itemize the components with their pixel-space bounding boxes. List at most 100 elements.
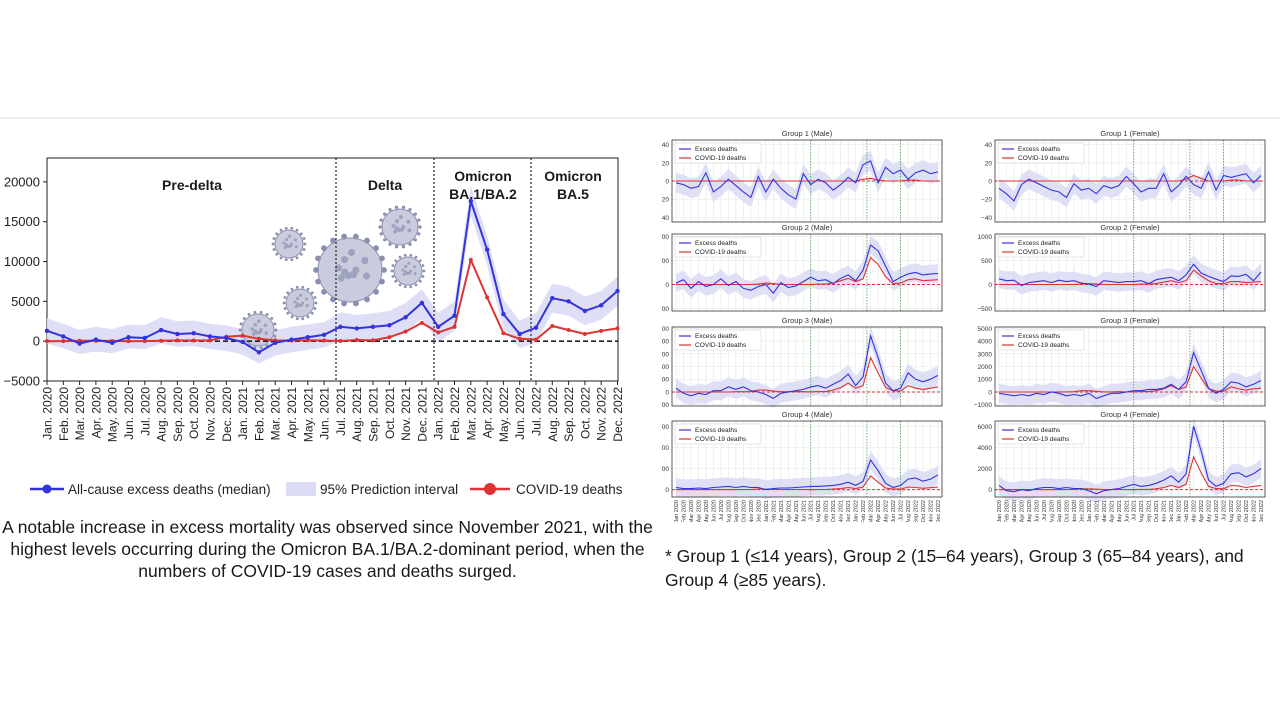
x-tick-label: Apr 2021 bbox=[786, 500, 792, 522]
x-tick-label: Jun 2022 bbox=[1214, 500, 1220, 522]
virus-icon bbox=[390, 253, 426, 289]
x-tick-label: Apr 2021 bbox=[1109, 500, 1115, 522]
covid-deaths-point bbox=[517, 336, 522, 341]
x-tick-label: Aug. 2021 bbox=[350, 387, 364, 442]
period-label: BA.5 bbox=[557, 186, 589, 202]
subplot-legend: Excess deaths COVID-19 deaths bbox=[997, 329, 1085, 351]
x-tick-label: Sep 2021 bbox=[1147, 500, 1153, 522]
x-tick-label: Jun 2020 bbox=[711, 500, 717, 522]
x-tick-label: Nov 2021 bbox=[1162, 500, 1168, 522]
excess-deaths-point bbox=[501, 311, 506, 317]
covid-deaths-point bbox=[126, 339, 131, 344]
x-tick-label: Oct. 2020 bbox=[187, 387, 201, 439]
y-tick-label: 1000 bbox=[978, 377, 993, 384]
x-tick-label: Jul 2021 bbox=[1132, 500, 1138, 521]
x-tick-label: Oct. 2022 bbox=[578, 387, 592, 439]
covid-deaths-point bbox=[599, 328, 604, 333]
age-group-chart: Group 3 (Female) −1000 0 1000 2000 3000 4000 50… bbox=[974, 316, 1266, 409]
x-tick-label: Mar 2022 bbox=[869, 500, 875, 522]
excess-deaths-point bbox=[582, 308, 588, 314]
y-tick-label: 2000 bbox=[978, 364, 993, 371]
age-group-chart: Group 3 (Male) −1000 0 1000 2000 3000 4000 5000… bbox=[662, 316, 943, 409]
subplot-frame bbox=[994, 233, 1266, 312]
excess-deaths-point bbox=[452, 313, 457, 318]
subplot-band bbox=[999, 417, 1261, 503]
covid-deaths-line bbox=[676, 177, 938, 182]
y-tick-label: 40 bbox=[985, 142, 993, 149]
x-tick-label: Sep 2020 bbox=[734, 500, 740, 522]
y-tick-label: 6000 bbox=[978, 424, 993, 431]
excess-deaths-point bbox=[175, 331, 180, 337]
covid-deaths-line bbox=[999, 455, 1262, 491]
y-tick-label: 0 bbox=[988, 282, 992, 289]
x-tick-label: May 2021 bbox=[1117, 500, 1123, 522]
virus-icon bbox=[313, 233, 387, 307]
covid-deaths-point bbox=[208, 338, 212, 343]
period-label: BA.1/BA.2 bbox=[449, 186, 517, 202]
subplot-band bbox=[999, 343, 1261, 408]
covid-deaths-point bbox=[550, 324, 555, 329]
y-tick-label: 15000 bbox=[4, 214, 40, 229]
x-tick-label: Mar. 2022 bbox=[464, 387, 478, 441]
legend-interval-label: 95% Prediction interval bbox=[320, 482, 458, 497]
subplot-frame bbox=[994, 326, 1266, 407]
legend-excess-label: All-cause excess deaths (median) bbox=[68, 482, 271, 497]
x-tick-label: Aug 2021 bbox=[816, 500, 822, 522]
x-tick-label: Jan 2020 bbox=[997, 500, 1003, 522]
excess-deaths-point bbox=[354, 326, 359, 331]
covid-deaths-point bbox=[159, 338, 164, 343]
covid-deaths-point bbox=[305, 338, 310, 343]
excess-deaths-point bbox=[468, 198, 473, 204]
legend-excess-label: Excess deaths bbox=[695, 240, 738, 247]
x-tick-label: Apr. 2022 bbox=[481, 387, 495, 439]
x-tick-label: Jan. 2022 bbox=[432, 387, 446, 440]
y-tick-label: −1000 bbox=[662, 402, 669, 409]
x-tick-label: Feb 2022 bbox=[861, 500, 867, 522]
x-tick-label: Oct 2021 bbox=[831, 500, 837, 522]
excess-deaths-point bbox=[44, 328, 50, 334]
x-tick-label: Nov 2020 bbox=[749, 500, 755, 522]
covid-deaths-line bbox=[46, 256, 618, 343]
x-tick-label: Jul 2022 bbox=[1222, 500, 1228, 521]
excess-deaths-point bbox=[484, 247, 490, 252]
y-tick-label: 0 bbox=[665, 389, 669, 396]
period-label: Omicron bbox=[544, 168, 602, 184]
virus-icon bbox=[271, 226, 307, 262]
x-tick-label: May. 2021 bbox=[301, 387, 315, 442]
age-group-footnote: * Group 1 (≤14 years), Group 2 (15–64 ye… bbox=[665, 546, 1244, 590]
period-label: Pre-delta bbox=[162, 177, 222, 193]
covid-deaths-point bbox=[485, 295, 490, 300]
x-tick-label: Feb 2021 bbox=[1094, 500, 1100, 522]
y-tick-label: 1000 bbox=[978, 234, 993, 241]
x-tick-label: Dec 2021 bbox=[846, 500, 852, 522]
age-group-chart: Group 4 (Female) 0 2000 4000 6000 Excess deat… bbox=[978, 410, 1266, 522]
excess-deaths-point bbox=[615, 288, 620, 294]
x-tick-label: May 2020 bbox=[1027, 500, 1033, 522]
subplot-legend: Excess deaths COVID-19 deaths bbox=[674, 329, 762, 351]
covid-deaths-point bbox=[191, 338, 196, 343]
legend-interval-swatch bbox=[286, 482, 316, 496]
covid-deaths-line bbox=[999, 174, 1261, 182]
excess-deaths-point bbox=[436, 324, 441, 330]
x-tick-label: Jun 2021 bbox=[801, 500, 807, 522]
y-tick-label: −40 bbox=[981, 215, 992, 222]
x-tick-label: Nov. 2022 bbox=[595, 387, 609, 441]
subplot-legend: Excess deaths COVID-19 deaths bbox=[674, 142, 762, 164]
x-tick-label: Aug 2022 bbox=[906, 500, 912, 522]
x-tick-label: Aug. 2020 bbox=[155, 387, 169, 442]
x-tick-label: Oct 2022 bbox=[1244, 500, 1250, 522]
y-tick-label: −40 bbox=[662, 215, 669, 222]
covid-deaths-point bbox=[582, 332, 587, 337]
legend-covid-label: COVID-19 deaths bbox=[1018, 155, 1070, 162]
y-tick-label: 1000 bbox=[662, 234, 669, 241]
x-tick-label: Mar 2021 bbox=[1102, 500, 1108, 522]
excess-deaths-line bbox=[998, 170, 1262, 202]
legend-covid-marker bbox=[484, 483, 496, 495]
y-tick-label: 0 bbox=[988, 487, 992, 494]
subplot-title: Group 1 (Male) bbox=[782, 129, 833, 138]
excess-deaths-point bbox=[370, 324, 376, 330]
x-tick-label: Jun 2021 bbox=[1124, 500, 1130, 522]
subplot-frame bbox=[994, 139, 1266, 223]
legend-covid-label: COVID-19 deaths bbox=[695, 249, 747, 256]
